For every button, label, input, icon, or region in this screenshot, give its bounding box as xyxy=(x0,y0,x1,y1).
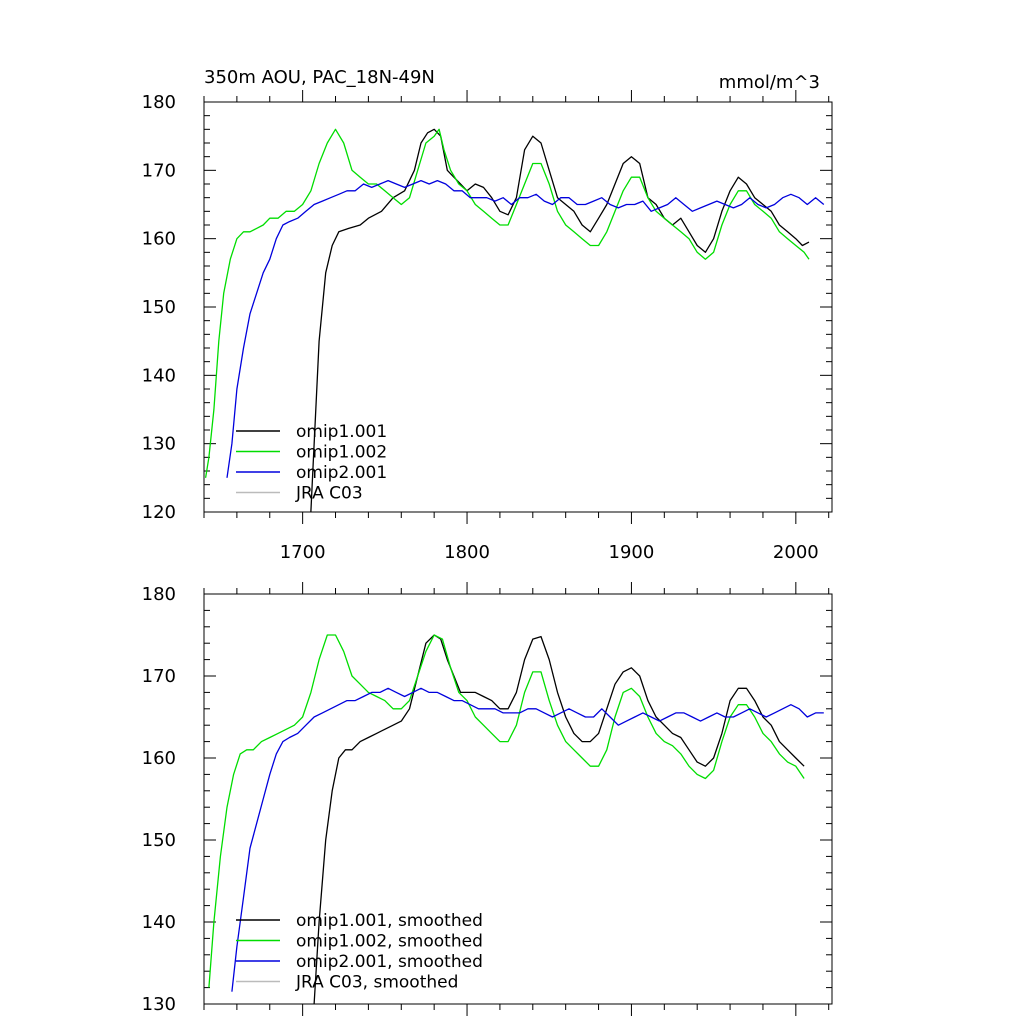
series-group xyxy=(204,128,825,512)
y-tick-label: 140 xyxy=(142,912,176,933)
y-tick-label: 180 xyxy=(142,584,176,605)
y-tick-label: 150 xyxy=(142,297,176,318)
series-group xyxy=(208,634,824,1004)
series-line-3 xyxy=(226,179,825,478)
legend-label: omip1.001 xyxy=(296,422,387,442)
legend-label: omip1.002 xyxy=(296,443,387,463)
y-tick-label: 180 xyxy=(142,92,176,113)
y-tick-label: 140 xyxy=(142,365,176,386)
y-tick-label: 160 xyxy=(142,229,176,250)
series-line-2 xyxy=(204,128,810,478)
chart-panel-1: 120 130 140 150 160 170 180 1700 1800 1900 2000 350… xyxy=(142,67,833,563)
legend-label: omip2.001 xyxy=(296,463,387,483)
series-line-2 xyxy=(208,634,805,988)
chart-title: 350m AOU, PAC_18N-49N xyxy=(204,67,435,88)
x-tick-label: 1800 xyxy=(444,542,490,563)
y-tick-label: 120 xyxy=(142,502,176,523)
series-line-1 xyxy=(313,634,805,1004)
x-tick-label: 1700 xyxy=(280,542,326,563)
y-tick-label: 170 xyxy=(142,160,176,181)
y-tick-label: 150 xyxy=(142,830,176,851)
x-tick-label: 1900 xyxy=(609,542,655,563)
y-tick-label: 130 xyxy=(142,434,176,455)
units-label: mmol/m^3 xyxy=(719,72,820,93)
legend-label: omip1.001, smoothed xyxy=(296,911,483,931)
legend-label: JRA C03, smoothed xyxy=(295,973,458,993)
legend-label: omip1.002, smoothed xyxy=(296,932,483,952)
x-tick-label: 2000 xyxy=(773,542,819,563)
y-tick-label: 160 xyxy=(142,748,176,769)
legend-label: omip2.001, smoothed xyxy=(296,952,483,972)
legend-label: JRA C03 xyxy=(295,484,363,504)
plot-frame xyxy=(203,593,833,1005)
y-tick-label: 170 xyxy=(142,666,176,687)
series-line-1 xyxy=(310,128,810,512)
series-line-3 xyxy=(231,687,824,992)
y-tick-label: 130 xyxy=(142,994,176,1015)
